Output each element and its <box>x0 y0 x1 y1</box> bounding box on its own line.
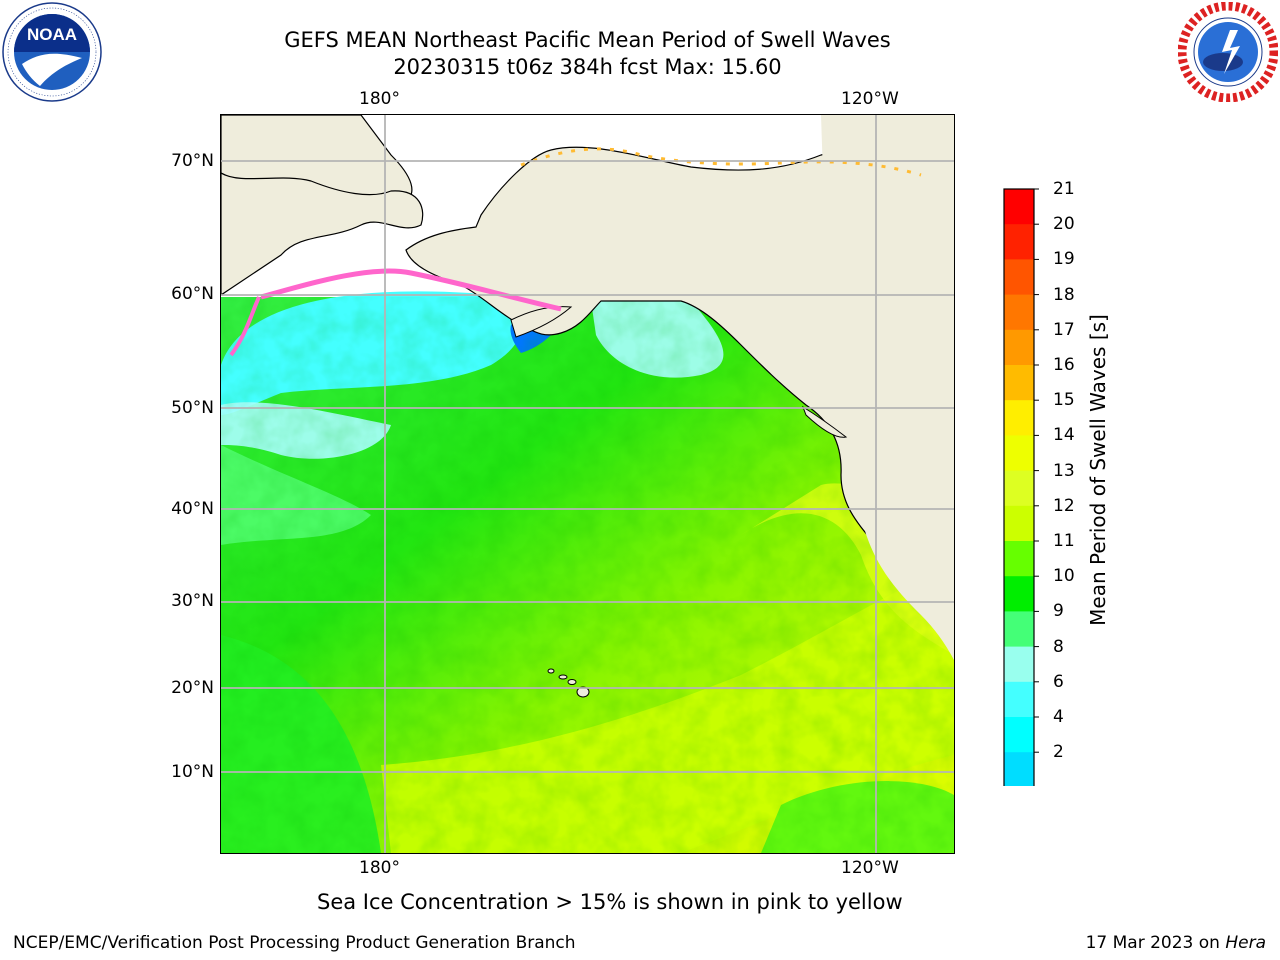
lat-label-20n: 20°N <box>171 678 214 698</box>
colorbar-segment <box>1004 611 1034 648</box>
footer-machine: Hera <box>1225 933 1266 953</box>
nws-logo <box>1178 2 1278 102</box>
graticule <box>221 115 954 853</box>
colorbar-segment <box>1004 400 1034 436</box>
land-alaska <box>405 146 954 637</box>
colorbar-tick-label: 17 <box>1053 319 1075 340</box>
land-alaska-peninsula-tip <box>510 306 573 338</box>
colorbar-tick-label: 4 <box>1053 707 1064 727</box>
sea-ice-edge-west <box>229 296 261 357</box>
colorbar-segment <box>1004 681 1034 718</box>
lat-label-10n: 10°N <box>171 762 214 782</box>
colorbar-tick-label: 20 <box>1053 214 1075 235</box>
arctic-coast-ice <box>520 147 922 177</box>
colorbar-segment <box>1004 541 1034 577</box>
colorbar-tick-label: 15 <box>1053 390 1075 411</box>
vancouver-island <box>802 405 848 438</box>
lon-label-120w-bottom: 120°W <box>841 858 899 878</box>
hawaii-islands <box>547 668 590 698</box>
map-title: GEFS MEAN Northeast Pacific Mean Period … <box>284 28 891 52</box>
colorbar-tick-label: 2 <box>1053 742 1064 763</box>
sea-ice-edge <box>260 268 562 312</box>
colorbar-segment <box>1004 717 1034 753</box>
colorbar-label: Mean Period of Swell Waves [s] <box>1086 314 1110 626</box>
colorbar-segment <box>1004 294 1034 331</box>
footer-credit: NCEP/EMC/Verification Post Processing Pr… <box>13 933 576 953</box>
swell-period-map <box>221 115 954 853</box>
colorbar-segment <box>1004 189 1034 225</box>
lon-label-180-bottom: 180° <box>359 858 400 878</box>
lat-label-30n: 30°N <box>171 591 214 611</box>
land-north-america-coast <box>821 115 954 660</box>
colorbar-tick-label: 11 <box>1053 531 1075 551</box>
colorbar-tick-label: 10 <box>1053 566 1075 587</box>
colorbar <box>1003 188 1039 786</box>
footer-date: 17 Mar 2023 on Hera <box>1086 933 1266 953</box>
colorbar-segment <box>1004 646 1034 683</box>
colorbar-segment <box>1004 505 1034 542</box>
colorbar-tick-label: 8 <box>1053 636 1064 657</box>
lat-label-50n: 50°N <box>171 398 214 418</box>
colorbar-tick-label: 14 <box>1053 425 1075 446</box>
footer-date-text: 17 Mar 2023 on <box>1085 933 1226 953</box>
colorbar-segment <box>1004 752 1034 786</box>
lon-label-180-top: 180° <box>359 89 400 109</box>
land-chukotka <box>221 172 424 296</box>
lat-label-40n: 40°N <box>171 499 214 519</box>
colorbar-tick-label: 6 <box>1053 671 1064 692</box>
lon-label-120w-top: 120°W <box>841 89 899 109</box>
colorbar-segment <box>1004 576 1034 612</box>
colorbar-tick-label: 16 <box>1053 355 1075 375</box>
map-subtitle: 20230315 t06z 384h fcst Max: 15.60 <box>393 55 782 79</box>
map-panel <box>220 114 955 854</box>
lat-label-70n: 70°N <box>171 151 214 171</box>
sea-ice-footnote: Sea Ice Concentration > 15% is shown in … <box>317 890 903 914</box>
colorbar-tick-label: 9 <box>1053 601 1064 622</box>
noaa-logo: NOAA <box>2 2 102 102</box>
colorbar-segment <box>1004 329 1034 366</box>
colorbar-tick-label: 19 <box>1053 249 1075 270</box>
colorbar-frame <box>1003 188 1035 786</box>
colorbar-tick-label: 21 <box>1053 179 1075 199</box>
colorbar-segment <box>1004 365 1034 401</box>
colorbar-segment <box>1004 259 1034 296</box>
colorbar-tick-label: 13 <box>1053 460 1075 481</box>
colorbar-segment <box>1004 435 1034 472</box>
colorbar-tick-label: 18 <box>1053 284 1075 305</box>
lat-label-60n: 60°N <box>171 284 214 304</box>
colorbar-tick-label: 12 <box>1053 495 1075 516</box>
noaa-logo-text: NOAA <box>27 25 77 44</box>
colorbar-segment <box>1004 470 1034 507</box>
colorbar-segment <box>1004 224 1034 260</box>
